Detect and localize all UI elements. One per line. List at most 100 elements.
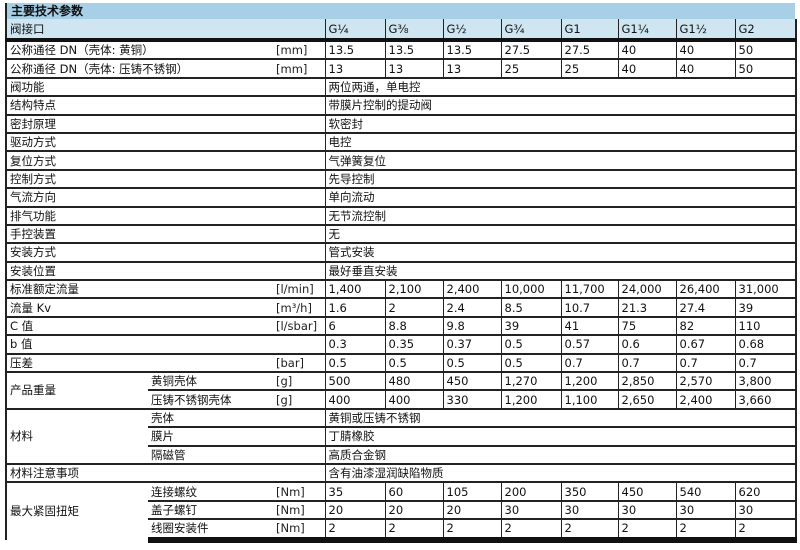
row-unit [273, 334, 325, 354]
table-row: 盖子螺钉 [Nm] 20 20 20 30 30 30 30 30 [6, 499, 797, 520]
value-text: 无 [324, 223, 797, 244]
value-cell: 1,100 [560, 389, 618, 409]
value-cell: 21.3 [617, 297, 676, 317]
value-cell: 0.5 [500, 334, 561, 354]
value-text: 管式安装 [324, 242, 797, 262]
port-header: G¼ [324, 19, 385, 40]
table-row: 最大紧固扭矩 连接螺纹 [Nm] 35 60 105 200 350 450 540 620 [5, 481, 797, 540]
value-cell: 2 [560, 518, 618, 543]
row-unit: [g] [273, 389, 325, 409]
port-header: G⅜ [384, 19, 443, 40]
row-sublabel: 压铸不锈钢壳体 [148, 389, 273, 409]
value-cell: 50 [734, 37, 797, 60]
header-label: 阀接口 [5, 19, 325, 40]
value-text: 带膜片控制的提动阀 [324, 95, 797, 115]
row-label: 最大紧固扭矩 [5, 481, 148, 540]
row-sublabel: 连接螺纹 [148, 481, 273, 501]
value-cell: 50 [734, 58, 797, 78]
row-unit: [bar] [273, 352, 325, 373]
value-text: 高质合金钢 [324, 444, 797, 464]
row-label: 结构特点 [5, 95, 325, 115]
value-cell: 39 [734, 297, 797, 317]
value-cell: 13.5 [324, 37, 385, 60]
row-sublabel: 壳体 [148, 407, 325, 428]
value-cell: 35 [324, 481, 385, 501]
value-cell: 39 [500, 315, 561, 336]
value-cell: 0.7 [734, 352, 797, 373]
row-unit: [Nm] [273, 518, 325, 543]
value-cell: 450 [617, 481, 676, 501]
value-cell: 2 [384, 518, 443, 543]
row-sublabel: 盖子螺钉 [148, 499, 273, 520]
row-label: b 值 [5, 334, 273, 354]
value-cell: 60 [384, 481, 443, 501]
value-text: 软密封 [324, 113, 797, 133]
table-row: 复位方式 气弹簧复位 [5, 150, 797, 170]
table-row: C 值 [l/sbar] 6 8.8 9.8 39 41 75 82 110 [5, 315, 797, 336]
value-cell: 30 [734, 499, 797, 520]
value-cell: 31,000 [734, 279, 797, 299]
value-cell: 0.37 [442, 334, 501, 354]
row-sublabel: 膜片 [148, 426, 325, 446]
value-cell: 2 [675, 518, 735, 543]
row-unit: [Nm] [273, 481, 325, 501]
value-cell: 2 [384, 297, 443, 317]
table-row: 公称通径 DN（壳体: 黄铜） [mm] 13.5 13.5 13.5 27.5 27.5 4… [5, 37, 797, 60]
table-row: 公称通径 DN（壳体: 压铸不锈钢） [mm] 13 13 13 25 25 40 40 50 [5, 58, 797, 78]
value-cell: 40 [675, 37, 735, 60]
port-header: G2 [734, 19, 797, 40]
table-row: 产品重量 黄铜壳体 [g] 500 480 450 1,270 1,200 2,850 2,570… [5, 371, 797, 409]
row-label: 产品重量 [5, 371, 148, 409]
row-label: C 值 [5, 315, 273, 336]
value-cell: 40 [675, 58, 735, 78]
value-cell: 350 [560, 481, 618, 501]
value-cell: 1,200 [560, 371, 618, 391]
table-row: 气流方向 单向流动 [5, 187, 797, 207]
row-label: 材料注意事项 [5, 462, 325, 483]
value-cell: 0.7 [617, 352, 676, 373]
value-cell: 3,800 [734, 371, 797, 391]
value-cell: 82 [675, 315, 735, 336]
table-row: 密封原理 软密封 [5, 113, 797, 133]
row-label: 公称通径 DN（壳体: 压铸不锈钢） [5, 58, 273, 78]
header-row: 阀接口 G¼ G⅜ G½ G¾ G1 G1¼ G1½ G2 [5, 19, 797, 40]
row-sublabel: 隔磁管 [148, 444, 325, 464]
table-row: 材料注意事项 含有油漆湿润缺陷物质 [5, 462, 797, 483]
row-unit: [mm] [273, 37, 325, 60]
value-cell: 25 [500, 58, 561, 78]
row-label: 气流方向 [5, 187, 325, 207]
value-cell: 480 [384, 371, 443, 391]
value-cell: 2,850 [617, 371, 676, 391]
value-cell: 20 [384, 499, 443, 520]
value-cell: 40 [617, 37, 676, 60]
table-row: 结构特点 带膜片控制的提动阀 [5, 95, 797, 115]
value-cell: 13 [384, 58, 443, 78]
port-header: G¾ [500, 19, 561, 40]
table-row: 材料 壳体 黄铜或压铸不锈钢 [5, 407, 797, 464]
value-cell: 2 [500, 518, 561, 543]
value-cell: 27.5 [560, 37, 618, 60]
row-label: 控制方式 [5, 168, 325, 189]
value-cell: 1,400 [324, 279, 385, 299]
row-label: 阀功能 [5, 76, 325, 97]
section-title: 主要技术参数 [5, 3, 795, 19]
value-cell: 2 [324, 518, 385, 543]
value-cell: 0.57 [560, 334, 618, 354]
value-cell: 10,000 [500, 279, 561, 299]
table-row: 排气功能 无节流控制 [5, 205, 797, 225]
value-cell: 8.5 [500, 297, 561, 317]
row-label: 密封原理 [5, 113, 325, 133]
row-sublabel: 线圈安装件 [148, 518, 273, 543]
value-cell: 0.6 [617, 334, 676, 354]
row-label: 材料 [5, 407, 148, 464]
value-cell: 30 [617, 499, 676, 520]
value-cell: 13.5 [384, 37, 443, 60]
value-text: 电控 [324, 131, 797, 152]
value-text: 无节流控制 [324, 205, 797, 225]
row-label: 排气功能 [5, 205, 325, 225]
value-cell: 0.67 [675, 334, 735, 354]
value-cell: 400 [384, 389, 443, 409]
table-row: 手控装置无 [5, 223, 797, 244]
value-text: 最好垂直安装 [324, 260, 797, 281]
value-cell: 20 [324, 499, 385, 520]
